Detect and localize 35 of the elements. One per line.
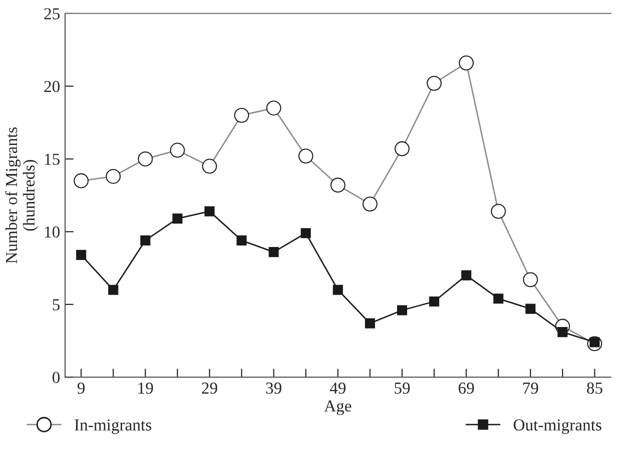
point (76, 250, 86, 260)
point (108, 284, 118, 295)
legend-label: Out-migrants (514, 419, 602, 434)
y-tick-label: 0 (52, 372, 60, 384)
x-axis-title: Age (324, 400, 352, 416)
y-tick-label: 15 (45, 154, 60, 165)
x-tick-label: 69 (458, 382, 474, 394)
y-tick-label: 25 (44, 8, 60, 20)
point (364, 318, 376, 328)
x-tick-label: 79 (523, 382, 538, 394)
point (172, 214, 182, 224)
point (525, 304, 536, 314)
x-tick-label: 85 (586, 382, 602, 394)
x-tick-label: 39 (266, 382, 282, 394)
point (461, 270, 472, 280)
point (429, 296, 440, 307)
x-tick-label: 59 (394, 382, 410, 394)
y-axis-title: Number of Migrants (hundreds) (5, 127, 38, 264)
y-tick-label: 20 (44, 80, 60, 92)
y-tick-label: 5 (52, 299, 60, 310)
y-tick-label: 10 (45, 226, 60, 238)
point (300, 228, 311, 238)
point (332, 284, 343, 295)
point (236, 235, 247, 246)
point (140, 235, 150, 246)
x-tick-label: 29 (202, 382, 218, 394)
x-tick-label: 9 (78, 382, 85, 394)
point (493, 294, 504, 304)
point (268, 247, 279, 258)
point (204, 206, 215, 216)
legend-label: In-migrants (74, 419, 152, 434)
point (558, 327, 568, 338)
point (397, 305, 408, 316)
x-tick-label: 49 (330, 382, 346, 394)
x-tick-label: 19 (138, 382, 153, 394)
